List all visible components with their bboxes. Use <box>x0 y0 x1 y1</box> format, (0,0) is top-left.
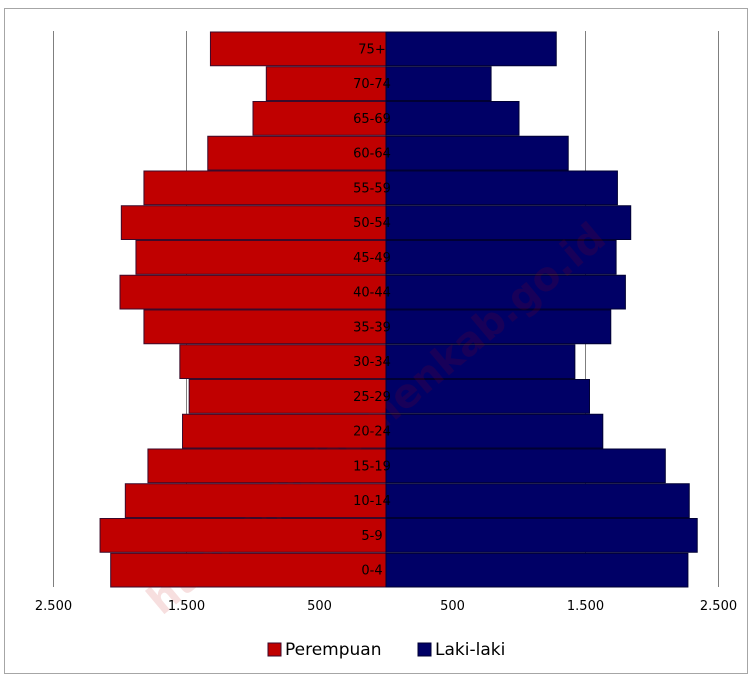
age-label: 45-49 <box>353 251 391 266</box>
bar-perempuan <box>143 309 387 345</box>
legend-swatch-perempuan <box>267 642 282 657</box>
age-label: 30-34 <box>353 355 391 370</box>
bar-perempuan <box>147 448 387 484</box>
bar-laki-laki <box>385 205 632 240</box>
bar-laki-laki <box>385 274 626 310</box>
age-labels: 0-4 5-9 10-14 15-19 20-24 25-29 30-34 35-39 40-4… <box>353 42 391 578</box>
bar-perempuan <box>182 413 387 449</box>
bar-laki-laki <box>385 240 617 275</box>
legend-swatch-laki-laki <box>417 642 432 657</box>
age-label: 60-64 <box>353 147 391 162</box>
x-tick-label: 1.500 <box>567 599 604 614</box>
bar-laki-laki <box>385 448 666 484</box>
age-label: 35-39 <box>353 320 391 335</box>
bar-laki-laki <box>385 309 612 345</box>
age-label: 75+ <box>358 42 385 57</box>
bar-perempuan <box>119 274 387 310</box>
bar-laki-laki <box>385 101 520 136</box>
age-label: 20-24 <box>353 425 391 440</box>
x-tick-label: 2.500 <box>700 599 737 614</box>
bar-laki-laki <box>385 31 557 67</box>
age-label: 40-44 <box>353 286 391 301</box>
bar-perempuan <box>99 518 387 553</box>
bar-laki-laki <box>385 66 492 101</box>
bar-perempuan <box>188 379 387 414</box>
bar-perempuan <box>207 135 387 171</box>
x-tick-label: 500 <box>440 599 465 614</box>
x-tick-label: 500 <box>307 599 332 614</box>
bars <box>99 31 698 588</box>
legend-label-laki-laki: Laki-laki <box>435 640 505 660</box>
bar-perempuan <box>143 170 387 206</box>
age-label: 65-69 <box>353 112 391 127</box>
age-label: 25-29 <box>353 390 391 405</box>
bar-perempuan <box>124 483 387 518</box>
age-label: 0-4 <box>361 564 382 579</box>
bar-perempuan <box>120 205 387 240</box>
bar-laki-laki <box>385 344 576 379</box>
bar-laki-laki <box>385 170 618 206</box>
bar-laki-laki <box>385 135 569 171</box>
age-label: 50-54 <box>353 216 391 231</box>
bar-laki-laki <box>385 413 604 449</box>
bar-laki-laki <box>385 552 689 588</box>
age-label: 70-74 <box>353 77 391 92</box>
bar-laki-laki <box>385 518 698 553</box>
legend-label-perempuan: Perempuan <box>285 640 382 660</box>
chart-frame: 0-4 5-9 10-14 15-19 20-24 25-29 30-34 35-39 40-4… <box>4 8 748 674</box>
bar-perempuan <box>135 240 387 275</box>
age-label: 5-9 <box>361 529 382 544</box>
age-label: 10-14 <box>353 494 391 509</box>
bar-perempuan <box>110 552 387 588</box>
bar-laki-laki <box>385 483 690 518</box>
x-tick-label: 2.500 <box>35 599 72 614</box>
x-tick-label: 1.500 <box>168 599 205 614</box>
age-label: 15-19 <box>353 459 391 474</box>
age-label: 55-59 <box>353 181 391 196</box>
legend: Perempuan Laki-laki <box>267 640 505 660</box>
x-tick-labels: 2.500 1.500 500 500 1.500 2.500 <box>35 599 737 614</box>
population-pyramid-chart: 0-4 5-9 10-14 15-19 20-24 25-29 30-34 35-39 40-4… <box>35 31 737 660</box>
bar-laki-laki <box>385 379 590 414</box>
